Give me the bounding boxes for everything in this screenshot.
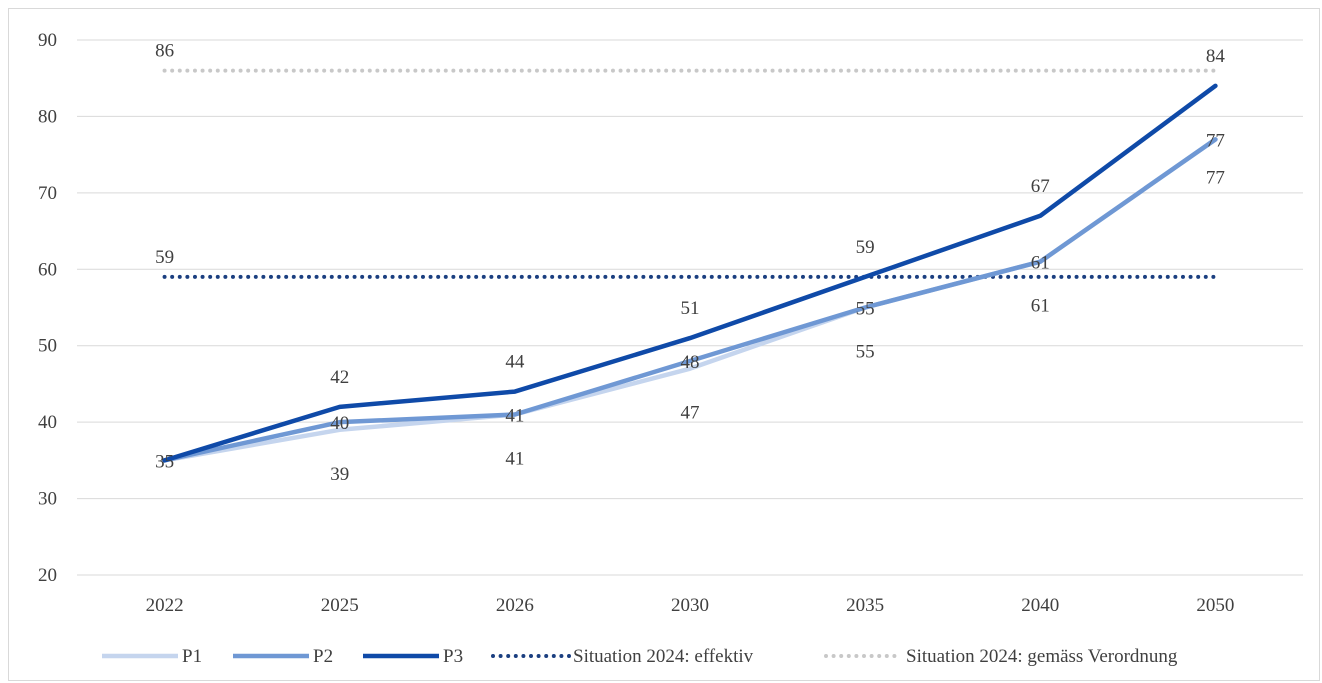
data-label: 77 (1206, 167, 1225, 188)
legend-label: Situation 2024: gemäss Verordnung (906, 646, 1178, 667)
data-label: 67 (1031, 176, 1050, 197)
data-label: 84 (1206, 46, 1226, 67)
data-label: 61 (1031, 253, 1050, 274)
data-label: 41 (505, 449, 524, 470)
legend-item: Situation 2024: effektiv (491, 646, 754, 667)
data-labels: 39 41 47 55 61 77 40 41 48 55 61 77 35 42 44 51 59 67 84 59… (155, 41, 1225, 485)
x-tick-label: 2050 (1196, 595, 1234, 616)
data-label: 59 (856, 237, 875, 258)
y-tick-label: 70 (38, 183, 57, 204)
data-label: 59 (155, 247, 174, 268)
x-tick-label: 2022 (146, 595, 184, 616)
series-line-p2 (162, 137, 1218, 463)
y-tick-label: 90 (38, 30, 57, 51)
y-axis-ticks: 20 30 40 50 60 70 80 90 (38, 30, 57, 586)
legend-item: P2 (233, 646, 333, 667)
x-tick-label: 2040 (1021, 595, 1059, 616)
series-line-p3 (162, 83, 1218, 463)
y-tick-label: 30 (38, 489, 57, 510)
data-label: 55 (856, 299, 875, 320)
data-label: 41 (505, 406, 524, 427)
y-tick-label: 50 (38, 336, 57, 357)
series-lines (162, 68, 1218, 463)
data-label: 48 (681, 352, 700, 373)
y-tick-label: 20 (38, 565, 57, 586)
x-axis-ticks: 2022 2025 2026 2030 2035 2040 2050 (146, 595, 1235, 616)
legend-item: P3 (363, 646, 463, 667)
data-label: 77 (1206, 130, 1225, 151)
data-label: 44 (505, 352, 525, 373)
legend: P1 P2 P3 Situation 2024: effektiv Situation … (102, 646, 1178, 667)
legend-label: P1 (182, 646, 202, 667)
legend-item: P1 (102, 646, 202, 667)
legend-item: Situation 2024: gemäss Verordnung (824, 646, 1178, 667)
legend-label: Situation 2024: effektiv (573, 646, 754, 667)
x-tick-label: 2026 (496, 595, 534, 616)
gridlines (77, 39, 1303, 576)
legend-label: P2 (313, 646, 333, 667)
data-label: 39 (330, 464, 349, 485)
data-label: 61 (1031, 296, 1050, 317)
data-label: 35 (155, 451, 174, 472)
data-label: 40 (330, 413, 349, 434)
x-tick-label: 2030 (671, 595, 709, 616)
y-tick-label: 80 (38, 106, 57, 127)
data-label: 47 (681, 403, 700, 424)
y-tick-label: 40 (38, 412, 57, 433)
legend-label: P3 (443, 646, 463, 667)
data-label: 51 (681, 298, 700, 319)
data-label: 86 (155, 41, 174, 62)
data-label: 42 (330, 367, 349, 388)
y-tick-label: 60 (38, 259, 57, 280)
data-label: 55 (856, 342, 875, 363)
x-tick-label: 2035 (846, 595, 884, 616)
x-tick-label: 2025 (321, 595, 359, 616)
